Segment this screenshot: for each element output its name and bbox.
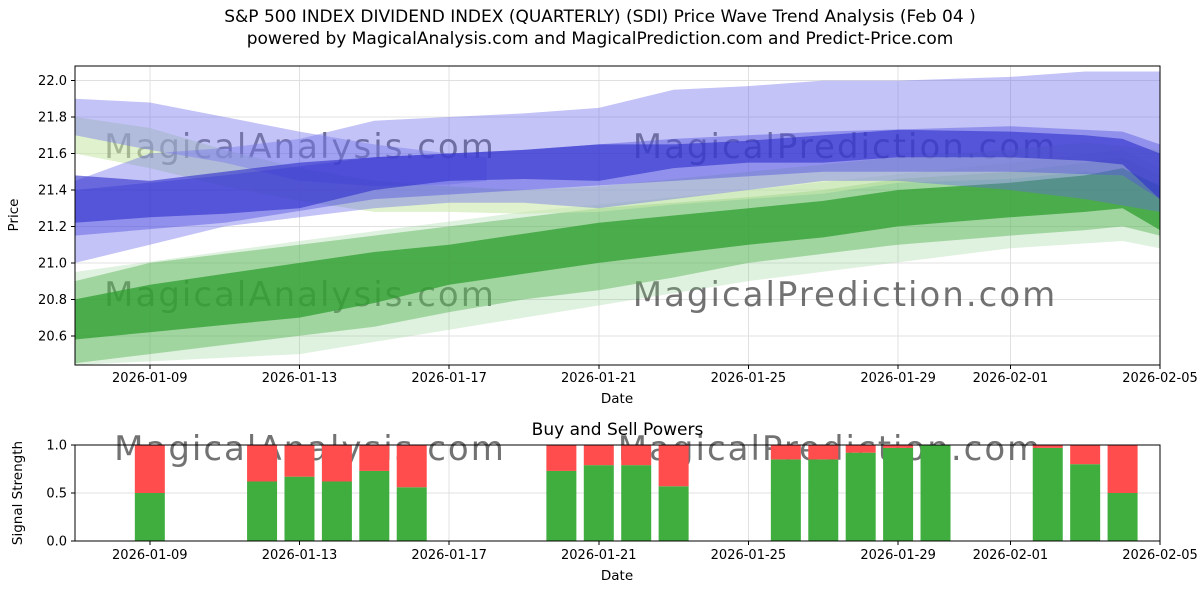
buy-bar-segment [621, 465, 652, 541]
x-tick-label: 2026-01-25 [711, 548, 787, 563]
y-axis-label: Signal Strength [10, 441, 26, 545]
sell-bar-segment [546, 445, 577, 471]
band-green-core [75, 168, 1160, 340]
x-tick-label: 2026-01-13 [262, 548, 338, 563]
y-tick-label: 1.0 [46, 439, 67, 454]
buy-bar-segment [658, 486, 689, 541]
x-tick-label: 2026-01-21 [561, 371, 637, 386]
x-axis-label: Date [601, 391, 633, 407]
chart-title: S&P 500 INDEX DIVIDEND INDEX (QUARTERLY)… [224, 7, 976, 27]
price-wave-chart: MagicalAnalysis.comMagicalPrediction.com… [6, 65, 1198, 407]
plot-border [74, 65, 1161, 366]
sell-bar-segment [883, 445, 914, 448]
sell-bar-segment [845, 445, 876, 453]
x-tick-label: 2026-01-17 [411, 548, 487, 563]
chart-subtitle: powered by MagicalAnalysis.com and Magic… [246, 29, 954, 50]
x-tick-label: 2026-02-01 [973, 371, 1049, 386]
x-tick-label: 2026-02-05 [1122, 371, 1198, 386]
sell-bar-segment [1070, 445, 1101, 465]
y-tick-label: 21.2 [38, 220, 67, 235]
sell-bar-segment [321, 445, 352, 482]
y-tick-label: 0.0 [46, 535, 67, 550]
y-tick-label: 22.0 [38, 74, 67, 89]
y-tick-label: 21.4 [38, 183, 67, 198]
buy-bar-segment [546, 470, 577, 541]
x-tick-label: 2026-01-29 [860, 548, 936, 563]
sell-bar-segment [284, 445, 315, 477]
y-tick-label: 21.0 [38, 256, 67, 271]
sell-bar-segment [247, 445, 278, 482]
y-tick-label: 20.8 [38, 293, 67, 308]
buy-bar-segment [1032, 447, 1063, 541]
buy-bar-segment [247, 481, 278, 541]
buy-bar-segment [1107, 493, 1138, 541]
sell-bar-segment [396, 445, 427, 488]
band-blue-core [75, 129, 1160, 223]
watermark-text: MagicalPrediction.com [633, 275, 1058, 315]
x-tick-label: 2026-01-25 [711, 371, 787, 386]
buy-bar-segment [284, 476, 315, 541]
buy-bar-segment [321, 481, 352, 541]
buy-bar-segment [134, 493, 165, 541]
sell-bar-segment [359, 445, 390, 471]
buy-bar-segment [883, 447, 914, 541]
sell-bar-segment [134, 445, 165, 493]
sell-bar-segment [770, 445, 801, 460]
x-tick-label: 2026-01-09 [112, 371, 188, 386]
x-tick-label: 2026-01-29 [860, 371, 936, 386]
buy-bar-segment [920, 445, 951, 541]
x-tick-label: 2026-01-17 [411, 371, 487, 386]
x-tick-label: 2026-01-13 [262, 371, 338, 386]
sell-bar-segment [1107, 445, 1138, 493]
sell-bar-segment [808, 445, 839, 460]
subchart-title: Buy and Sell Powers [532, 420, 704, 440]
buy-sell-powers-chart: MagicalAnalysis.comMagicalPrediction.com… [10, 420, 1198, 584]
buy-bar-segment [1070, 464, 1101, 541]
sell-bar-segment [583, 445, 614, 466]
y-tick-label: 20.6 [38, 329, 67, 344]
y-axis-label: Price [6, 199, 22, 232]
buy-bar-segment [396, 487, 427, 541]
y-tick-label: 21.8 [38, 111, 67, 126]
y-tick-label: 21.6 [38, 147, 67, 162]
buy-bar-segment [808, 459, 839, 541]
x-axis-label: Date [601, 568, 633, 584]
sell-bar-segment [658, 445, 689, 487]
buy-bar-segment [770, 459, 801, 541]
buy-bar-segment [583, 465, 614, 541]
x-tick-label: 2026-01-21 [561, 548, 637, 563]
buy-bar-segment [845, 452, 876, 541]
x-tick-label: 2026-02-05 [1122, 548, 1198, 563]
y-tick-label: 0.5 [46, 487, 67, 502]
chart-header: S&P 500 INDEX DIVIDEND INDEX (QUARTERLY)… [0, 6, 1200, 51]
x-tick-label: 2026-01-09 [112, 548, 188, 563]
x-tick-label: 2026-02-01 [973, 548, 1049, 563]
buy-bar-segment [359, 470, 390, 541]
sell-bar-segment [1032, 445, 1063, 448]
sell-bar-segment [621, 445, 652, 466]
